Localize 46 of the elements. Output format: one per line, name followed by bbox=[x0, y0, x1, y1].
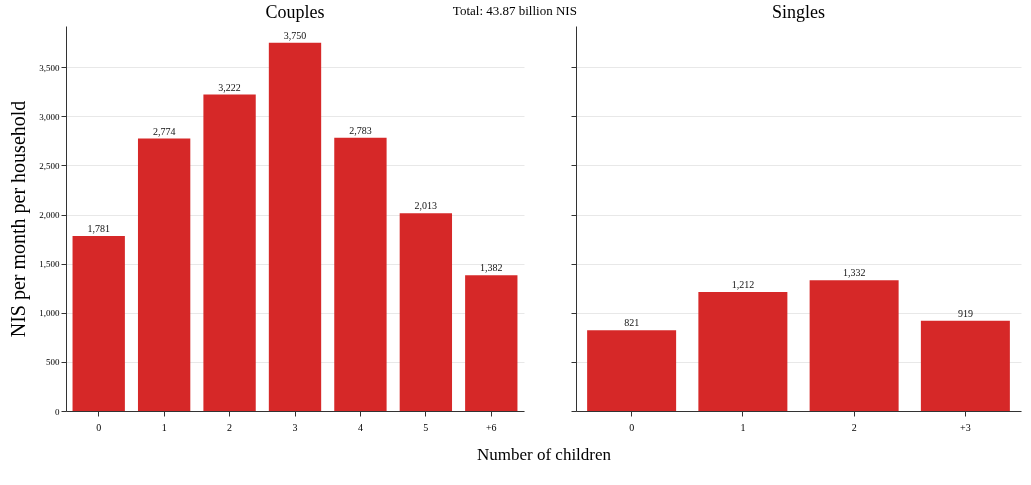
x-tick-label: 4 bbox=[357, 421, 363, 433]
chart-title: Couples bbox=[265, 2, 325, 22]
bar bbox=[698, 291, 788, 411]
y-tick-label: 500 bbox=[46, 357, 60, 368]
x-tick-label: +6 bbox=[485, 421, 497, 433]
y-tick-label: 3,500 bbox=[39, 62, 60, 73]
text: Total: 43.87 billion NIS bbox=[452, 3, 577, 18]
data-label: 919 bbox=[957, 307, 973, 319]
bar bbox=[809, 280, 899, 411]
y-tick-label: 2,000 bbox=[39, 210, 60, 221]
bar bbox=[72, 236, 125, 411]
y-axis-title: NIS per month per household bbox=[7, 100, 31, 338]
chart-title: Singles bbox=[771, 2, 826, 22]
data-label: 2,783 bbox=[349, 124, 372, 136]
x-tick-label: 0 bbox=[629, 421, 635, 433]
bar bbox=[334, 137, 387, 411]
data-label: 1,212 bbox=[731, 278, 755, 290]
data-label: 3,750 bbox=[283, 29, 307, 41]
data-label: 1,382 bbox=[480, 262, 503, 274]
data-label: 821 bbox=[624, 317, 640, 329]
x-tick-label: 1 bbox=[740, 421, 746, 433]
data-label: 2,013 bbox=[414, 200, 438, 212]
data-label: 1,332 bbox=[842, 267, 866, 279]
x-tick-label: 3 bbox=[292, 421, 298, 433]
y-tick-label: 0 bbox=[55, 406, 60, 417]
y-tick-label: 1,500 bbox=[39, 259, 60, 270]
bar bbox=[587, 330, 677, 411]
x-axis-title: Number of children bbox=[476, 444, 612, 464]
data-label: 2,774 bbox=[152, 125, 176, 137]
bar bbox=[137, 138, 191, 411]
bar bbox=[465, 275, 518, 411]
bar bbox=[203, 94, 256, 411]
x-tick-label: 5 bbox=[423, 421, 429, 433]
y-tick-label: 3,000 bbox=[39, 111, 60, 122]
bar bbox=[268, 42, 322, 411]
x-tick-label: +3 bbox=[960, 421, 971, 433]
y-tick-label: 1,000 bbox=[39, 308, 60, 319]
bar bbox=[920, 320, 1010, 411]
x-tick-label: 1 bbox=[161, 421, 167, 433]
x-tick-label: 2 bbox=[851, 421, 857, 433]
data-label: 3,222 bbox=[218, 81, 241, 93]
x-tick-label: 2 bbox=[227, 421, 233, 433]
y-tick-label: 2,500 bbox=[39, 160, 60, 171]
bar bbox=[399, 213, 453, 411]
data-label: 1,781 bbox=[87, 223, 110, 235]
x-tick-label: 0 bbox=[96, 421, 102, 433]
